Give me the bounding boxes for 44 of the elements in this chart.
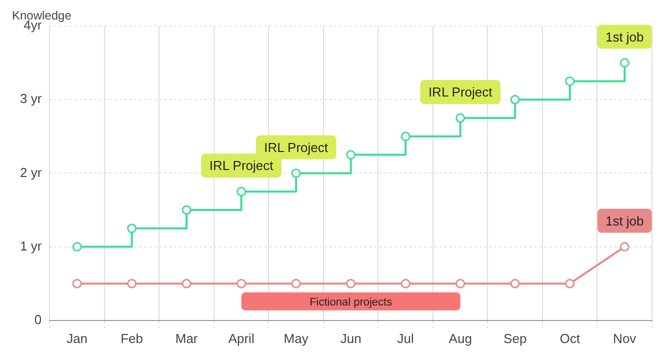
point (182, 205, 192, 215)
point (510, 278, 520, 288)
annotation: 1st job (605, 213, 644, 228)
point (346, 150, 356, 160)
point (620, 242, 630, 252)
annotation: 1st job (605, 29, 644, 44)
x-tick-label: April (228, 330, 254, 346)
x-tick-label: Sep (504, 330, 527, 346)
point (127, 278, 137, 288)
annotation: IRL Project (264, 140, 328, 155)
y-axis-title: Knowledge (12, 8, 72, 22)
x-tick-label: Jun (340, 330, 362, 346)
point (456, 113, 466, 123)
x-tick-label: Jan (66, 330, 88, 346)
annotation: IRL Project (209, 158, 274, 174)
point (291, 278, 301, 288)
point (565, 76, 575, 86)
point (127, 224, 137, 234)
point (346, 278, 356, 288)
y-tick-label: 2 yr (20, 164, 42, 180)
annotation: IRL Project (428, 84, 493, 100)
y-tick-label: 1 yr (20, 238, 42, 254)
x-tick-label: Aug (448, 330, 472, 346)
point (236, 186, 246, 196)
point (291, 168, 301, 178)
point (456, 278, 466, 288)
point (72, 278, 82, 288)
y-tick-label: 0 (34, 312, 42, 327)
point (400, 132, 410, 142)
point (236, 278, 246, 288)
band-label: Fictional projects (310, 296, 393, 308)
point (510, 94, 520, 104)
y-tick-label: 3 yr (20, 91, 42, 106)
point (620, 58, 630, 68)
x-tick-label: Jul (397, 330, 414, 346)
x-tick-label: Oct (560, 330, 580, 346)
x-tick-label: Mar (175, 330, 198, 346)
x-tick-label: Nov (613, 330, 637, 346)
point (182, 278, 192, 288)
x-tick-label: May (284, 330, 309, 346)
point (72, 242, 82, 252)
x-tick-label: Feb (120, 330, 144, 346)
point (565, 278, 575, 288)
point (400, 278, 410, 288)
